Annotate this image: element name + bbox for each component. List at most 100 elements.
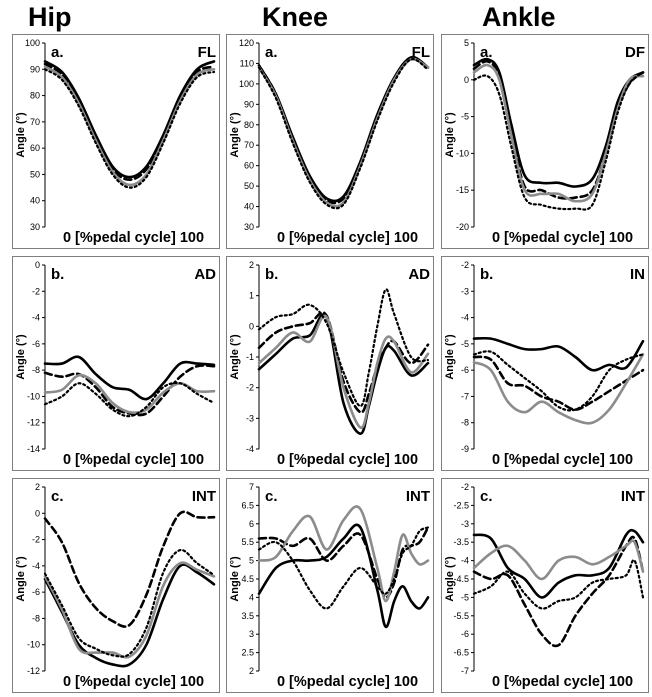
chart-1-xlabel: 0 [%pedal cycle] 100	[63, 230, 204, 246]
chart-1-ytick-label: 80	[30, 91, 40, 101]
hip-flexion-chart: 30 40 50 60 70 80 90 100 Angle (°) a. FL 0 [%pedal …	[12, 34, 220, 249]
chart-1-frame	[12, 34, 220, 249]
chart-1-ytick-label: 50	[30, 169, 40, 179]
chart-1-ylabel: Angle (°)	[15, 112, 27, 158]
chart-8-ytick-label: 5	[249, 556, 254, 566]
chart-2-ytick-label: 30	[244, 222, 254, 232]
chart-5-ytick-label: 2	[249, 260, 254, 270]
knee-flexion-chart: 30 40 50 60 70 80 90 100 110 120 Angle (°) a. FL 0 [%…	[226, 34, 434, 249]
chart-5-ylabel: Angle (°)	[229, 334, 241, 380]
chart-7-ytick-label: 2	[35, 482, 40, 492]
chart-5-ytick-label: 1	[249, 291, 254, 301]
chart-6-ylabel: Angle (°)	[444, 334, 456, 380]
chart-9-ytick-label: -3.5	[453, 537, 469, 547]
chart-6-series-dotted-line	[472, 350, 645, 412]
chart-4-ytick-label: -12	[27, 418, 40, 428]
chart-6-ytick-label: -9	[461, 444, 469, 454]
chart-7-frame	[12, 478, 220, 693]
hip-internal-rotation-chart: -12 -10 -8 -6 -4 -2 0 2 Angle (°) c. INT 0 [%pedal …	[12, 478, 220, 693]
chart-7-series-dotted-line	[43, 548, 216, 658]
chart-5-xlabel: 0 [%pedal cycle] 100	[277, 452, 418, 468]
chart-9-series-gray-line	[472, 539, 645, 581]
chart-5-ytick-label: 0	[249, 321, 254, 331]
chart-8-ytick-label: 4.5	[241, 574, 254, 584]
chart-9-ytick-label: -2	[461, 482, 469, 492]
chart-1-ytick-label: 60	[30, 143, 40, 153]
column-header-ankle: Ankle	[482, 2, 556, 32]
knee-internal-rotation-chart: 2 2.5 3 3.5 4 4.5 5 5.5 6 6.5 7 Angle (°) c. INT 0 [%p…	[226, 478, 434, 693]
chart-8-series-dotted-line	[257, 526, 430, 610]
chart-5-ytick-label: -1	[246, 352, 254, 362]
chart-6-ytick-label: -5	[461, 339, 469, 349]
chart-8-ytick-label: 5.5	[241, 537, 254, 547]
chart-9-ytick-label: -4	[461, 556, 469, 566]
chart-3-series-gray-line	[472, 63, 645, 203]
chart-7-panel-label: c.	[51, 488, 64, 505]
chart-2-ylabel: Angle (°)	[229, 112, 241, 158]
chart-3-ytick-label: 5	[464, 38, 469, 48]
chart-4-xlabel: 0 [%pedal cycle] 100	[63, 452, 204, 468]
chart-1-panel-label: a.	[51, 44, 64, 61]
ankle-internal-rotation-chart: -7 -6.5 -6 -5.5 -5 -4.5 -4 -3.5 -3 -2.5 -2 Angle (°…	[441, 478, 649, 693]
chart-4-ytick-label: -6	[32, 339, 40, 349]
chart-4-ytick-label: 0	[35, 260, 40, 270]
chart-1-ytick-label: 70	[30, 117, 40, 127]
chart-9-ytick-label: -6	[461, 629, 469, 639]
chart-7-series-gray-line	[43, 561, 216, 659]
chart-3-ytick-label: -20	[456, 222, 469, 232]
chart-3-ytick-label: 0	[464, 75, 469, 85]
chart-1-ytick-label: 30	[30, 222, 40, 232]
chart-4-series-dotted-line	[43, 381, 216, 418]
chart-7-ytick-label: -10	[27, 640, 40, 650]
chart-9-panel-label: c.	[480, 488, 493, 505]
chart-3-motion-label: DF	[625, 44, 645, 61]
chart-8-ytick-label: 2	[249, 666, 254, 676]
chart-7-ytick-label: -6	[32, 587, 40, 597]
chart-6-xlabel: 0 [%pedal cycle] 100	[492, 452, 633, 468]
chart-8-panel-label: c.	[265, 488, 278, 505]
chart-4-ytick-label: -10	[27, 391, 40, 401]
chart-7-series-dashed-line	[43, 510, 216, 628]
chart-6-series-gray-line	[472, 353, 645, 425]
chart-6-panel-label: b.	[480, 266, 493, 283]
chart-9-series-dotted-line	[472, 558, 645, 610]
chart-8-ytick-label: 2.5	[241, 648, 254, 658]
chart-8-ytick-label: 6.5	[241, 500, 254, 510]
column-header-hip: Hip	[28, 2, 72, 32]
chart-6-ytick-label: -7	[461, 391, 469, 401]
chart-3-ytick-label: -5	[461, 112, 469, 122]
chart-9-ytick-label: -2.5	[453, 500, 469, 510]
chart-7-ylabel: Angle (°)	[15, 556, 27, 602]
chart-1-ytick-label: 40	[30, 196, 40, 206]
chart-2-ytick-label: 90	[244, 99, 254, 109]
chart-5-ytick-label: -2	[246, 383, 254, 393]
chart-6-series-dashed-line	[472, 355, 645, 411]
chart-3-ytick-label: -15	[456, 185, 469, 195]
chart-3-panel-label: a.	[480, 44, 493, 61]
chart-9-ytick-label: -5	[461, 592, 469, 602]
chart-9-xlabel: 0 [%pedal cycle] 100	[492, 674, 633, 690]
ankle-dorsiflexion-chart: -20 -15 -10 -5 0 5 Angle (°) a. DF 0 [%pedal cycl…	[441, 34, 649, 249]
chart-2-ytick-label: 100	[239, 79, 254, 89]
chart-3-frame	[441, 34, 649, 249]
chart-5-series-gray-line	[257, 314, 430, 429]
chart-4-motion-label: AD	[194, 266, 216, 283]
chart-1-motion-label: FL	[198, 44, 216, 61]
chart-8-ytick-label: 3	[249, 629, 254, 639]
chart-3-series-solid-line	[472, 57, 645, 188]
chart-2-ytick-label: 60	[244, 161, 254, 171]
chart-8-ytick-label: 7	[249, 482, 254, 492]
chart-8-ytick-label: 3.5	[241, 611, 254, 621]
chart-2-xlabel: 0 [%pedal cycle] 100	[277, 230, 418, 246]
chart-5-ytick-label: -4	[246, 444, 254, 454]
chart-5-panel-label: b.	[265, 266, 278, 283]
chart-9-motion-label: INT	[621, 488, 645, 505]
chart-7-ytick-label: -4	[32, 561, 40, 571]
chart-2-ytick-label: 110	[240, 58, 254, 68]
chart-1-series-dashed-line	[43, 62, 216, 181]
chart-3-series-dotted-line	[472, 71, 645, 211]
chart-4-ytick-label: -4	[32, 313, 40, 323]
hip-adduction-chart: -14 -12 -10 -8 -6 -4 -2 0 Angle (°) b. AD 0 [%pedal…	[12, 256, 220, 471]
chart-2-ytick-label: 50	[244, 181, 254, 191]
chart-2-ytick-label: 120	[239, 38, 254, 48]
